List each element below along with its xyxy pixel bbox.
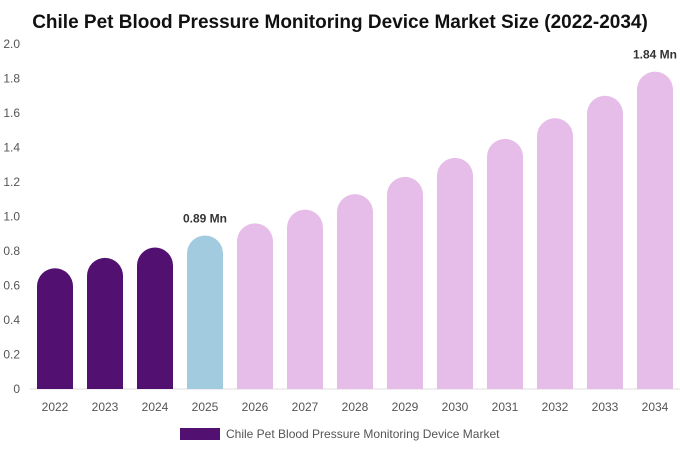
bar-2028 <box>337 194 373 389</box>
bar-2031 <box>487 138 523 389</box>
x-tick-label: 2032 <box>542 400 569 414</box>
x-tick-label: 2034 <box>642 400 669 414</box>
y-tick-label: 0.6 <box>3 279 20 293</box>
y-tick-label: 0.8 <box>3 244 20 258</box>
y-axis: 0 0.2 0.4 0.6 0.8 1.0 1.2 1.4 1.6 1.8 2.0 <box>3 37 20 396</box>
x-tick-label: 2031 <box>492 400 519 414</box>
y-tick-label: 0.2 <box>3 348 20 362</box>
y-tick-label: 1.0 <box>3 210 20 224</box>
y-tick-label: 1.6 <box>3 106 20 120</box>
x-axis: 2022 2023 2024 2025 2026 2027 2028 2029 2030 2031… <box>42 400 669 414</box>
bar-2024 <box>137 247 173 389</box>
bar-2023 <box>87 257 123 389</box>
x-tick-label: 2033 <box>592 400 619 414</box>
legend: Chile Pet Blood Pressure Monitoring Devi… <box>180 427 500 441</box>
x-tick-label: 2028 <box>342 400 369 414</box>
x-tick-label: 2029 <box>392 400 419 414</box>
x-tick-label: 2030 <box>442 400 469 414</box>
y-tick-label: 1.2 <box>3 175 20 189</box>
chart-title: Chile Pet Blood Pressure Monitoring Devi… <box>32 12 648 33</box>
legend-swatch <box>180 428 220 440</box>
x-tick-label: 2022 <box>42 400 69 414</box>
bar-2022 <box>37 268 73 389</box>
y-tick-label: 1.4 <box>3 141 20 155</box>
bar-2033 <box>587 95 623 389</box>
y-tick-label: 0 <box>13 382 20 396</box>
y-tick-label: 0.4 <box>3 313 20 327</box>
x-tick-label: 2023 <box>92 400 119 414</box>
bars <box>37 71 673 390</box>
legend-label: Chile Pet Blood Pressure Monitoring Devi… <box>226 427 500 441</box>
y-tick-label: 1.8 <box>3 72 20 86</box>
bar-2027 <box>287 209 323 389</box>
x-tick-label: 2025 <box>192 400 219 414</box>
y-tick-label: 2.0 <box>3 37 20 51</box>
bar-2032 <box>537 118 573 390</box>
data-label-2025: 0.89 Mn <box>183 211 227 225</box>
bar-2029 <box>387 176 423 389</box>
data-label-2034: 1.84 Mn <box>633 48 677 62</box>
x-tick-label: 2026 <box>242 400 269 414</box>
bar-2026 <box>237 223 273 389</box>
bar-2025 <box>187 235 223 389</box>
x-tick-label: 2027 <box>292 400 319 414</box>
bar-2034 <box>637 71 673 389</box>
bar-2030 <box>437 157 473 389</box>
x-tick-label: 2024 <box>142 400 169 414</box>
data-labels: 0.89 Mn 1.84 Mn <box>183 48 677 226</box>
